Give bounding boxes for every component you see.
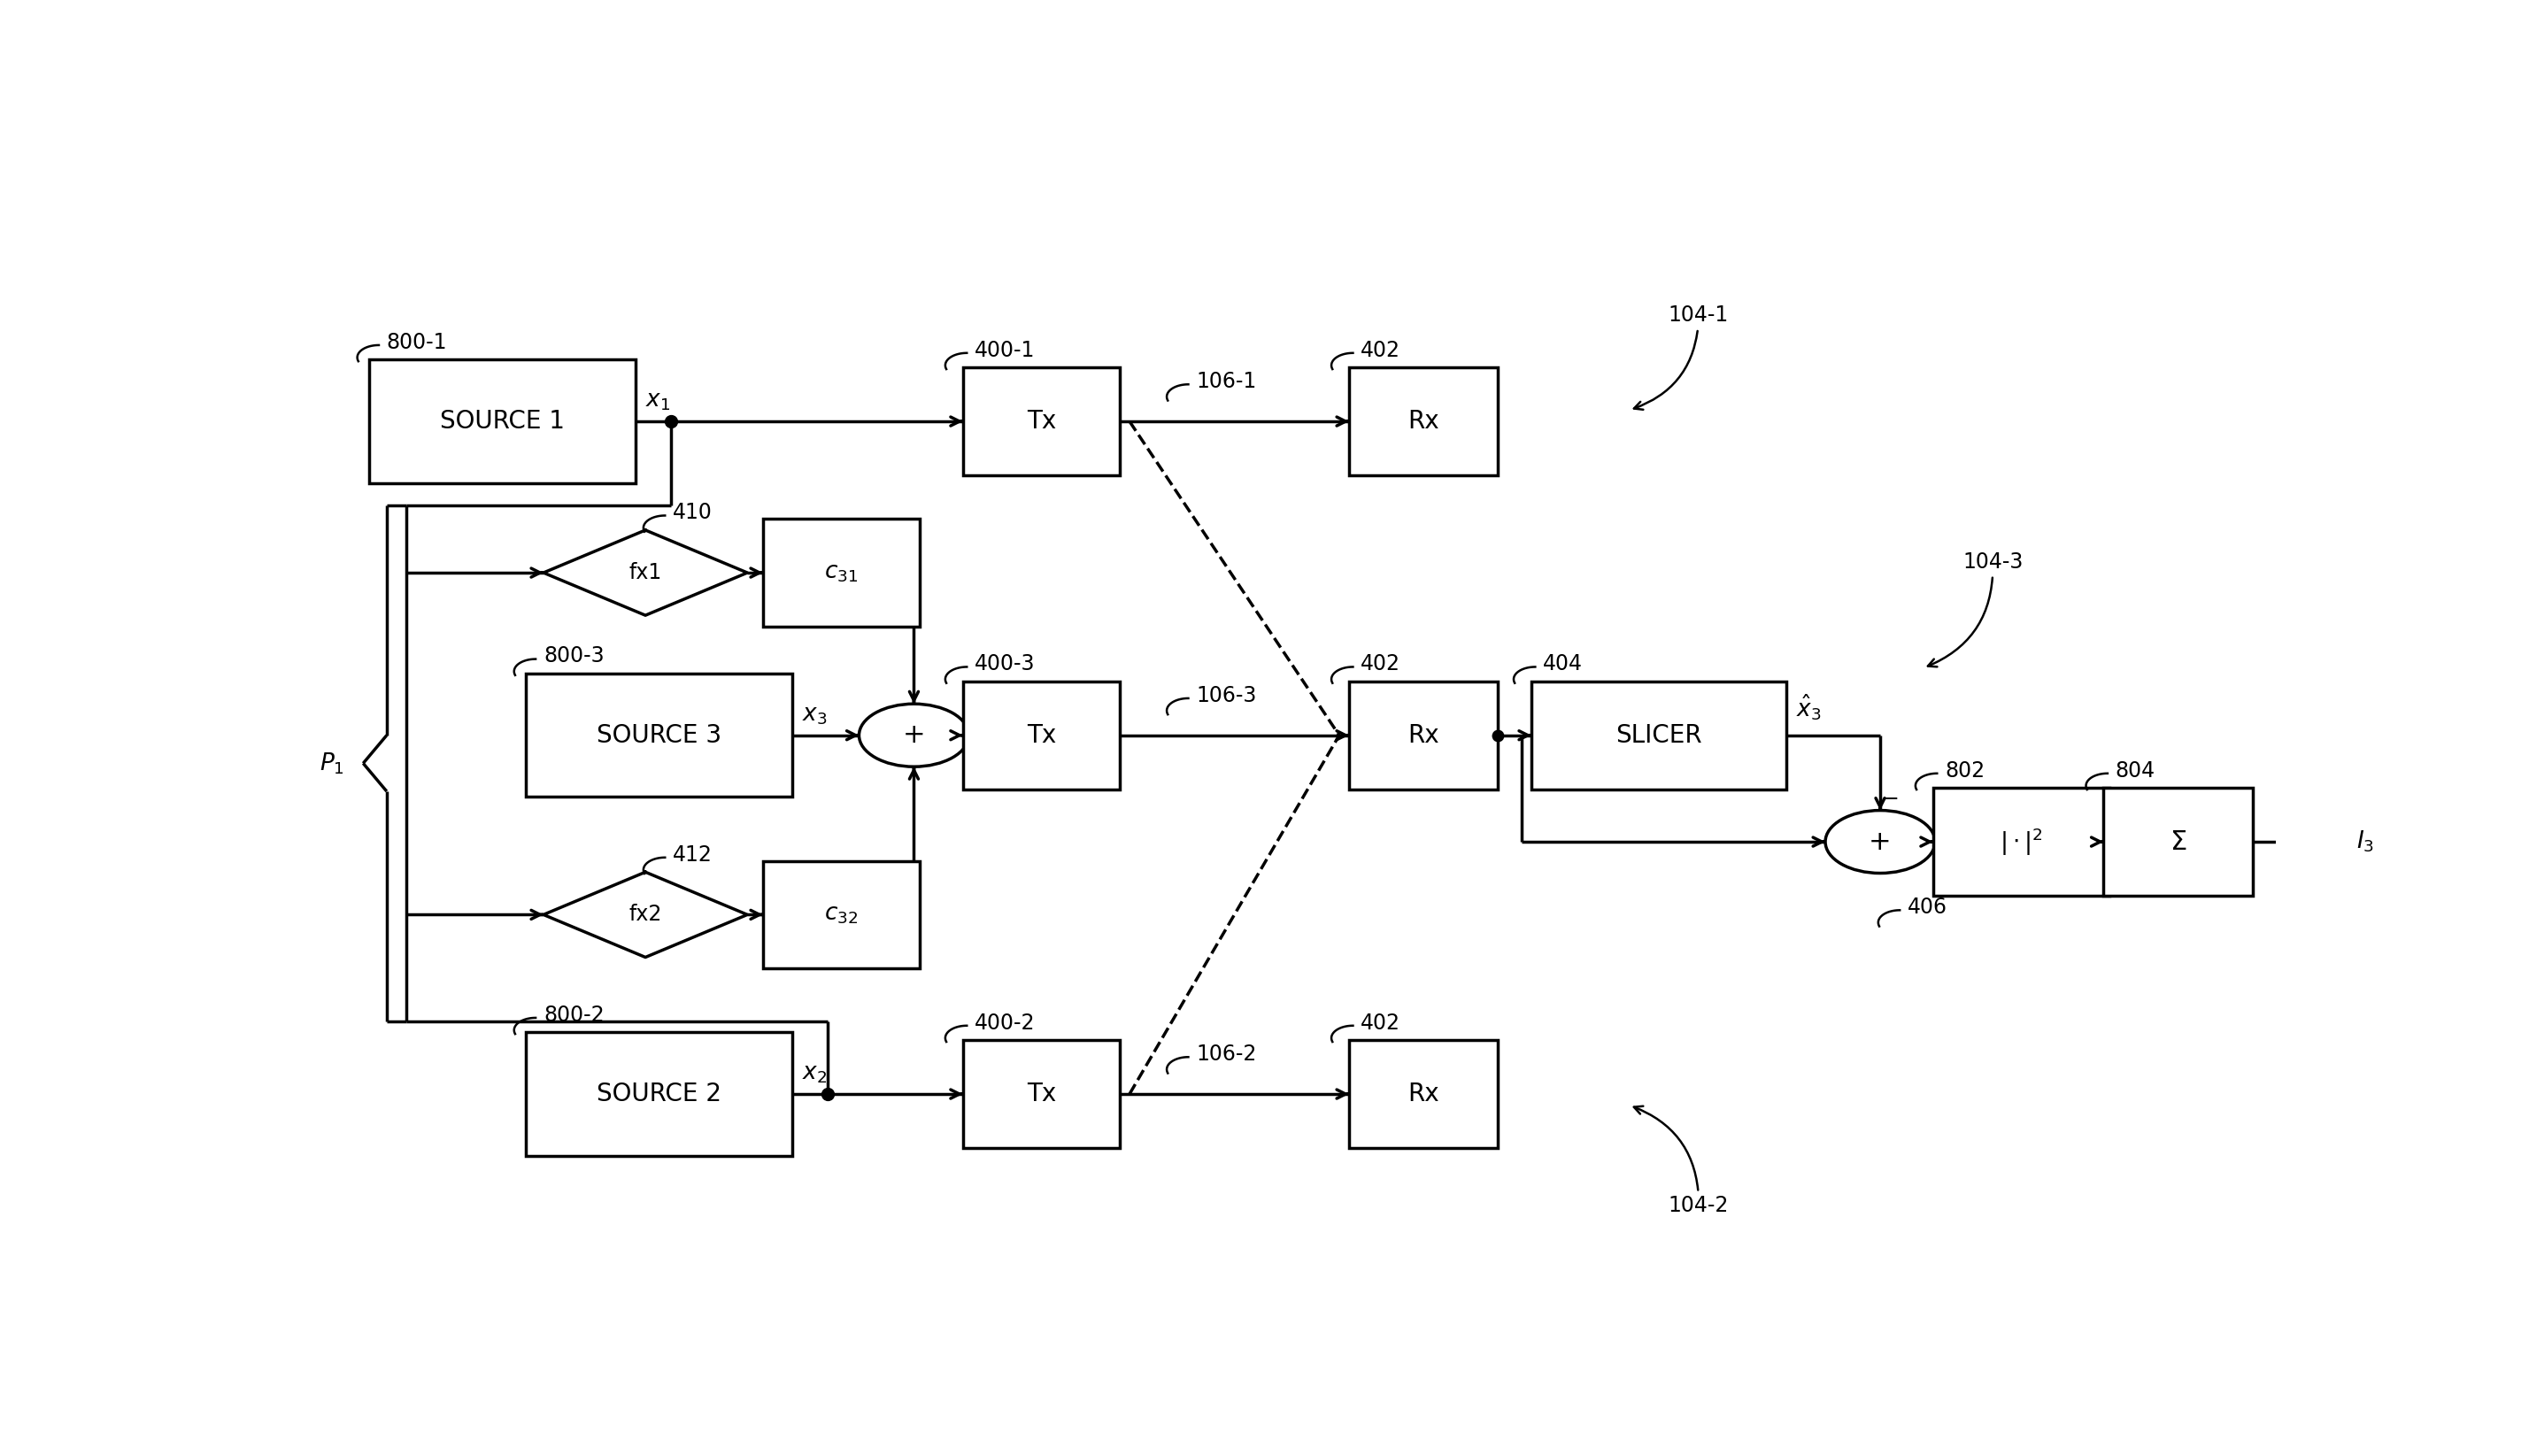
Text: 106-1: 106-1 [1196,371,1257,392]
Text: 802: 802 [1945,760,1985,782]
Text: +: + [903,722,926,748]
Text: 406: 406 [1907,897,1947,919]
Text: +: + [1869,828,1892,855]
Polygon shape [544,872,749,957]
FancyBboxPatch shape [2104,788,2253,895]
Circle shape [860,703,969,767]
Text: $\Sigma$: $\Sigma$ [2170,828,2188,855]
FancyBboxPatch shape [1533,681,1785,789]
Text: 402: 402 [1361,339,1401,361]
Text: 104-2: 104-2 [1634,1107,1730,1216]
Text: 400-3: 400-3 [974,654,1034,674]
Text: $P_1$: $P_1$ [319,751,344,776]
Text: 410: 410 [673,502,713,523]
Text: 804: 804 [2114,760,2155,782]
Text: Rx: Rx [1409,722,1439,748]
Text: $x_1$: $x_1$ [645,389,670,412]
Text: $c_{31}$: $c_{31}$ [824,561,857,584]
Text: 800-1: 800-1 [387,332,448,352]
Text: 106-3: 106-3 [1196,684,1257,706]
Text: 400-2: 400-2 [974,1012,1034,1034]
FancyBboxPatch shape [964,1040,1120,1147]
Text: SLICER: SLICER [1616,722,1702,748]
Text: $x_3$: $x_3$ [802,703,827,727]
FancyBboxPatch shape [964,367,1120,475]
Text: 402: 402 [1361,1012,1401,1034]
FancyBboxPatch shape [526,1032,792,1156]
Text: fx2: fx2 [630,904,663,925]
Text: 104-1: 104-1 [1634,304,1730,409]
Text: 800-3: 800-3 [544,645,604,667]
Text: $I_3$: $I_3$ [2357,828,2375,855]
Text: 412: 412 [673,844,713,865]
Text: Rx: Rx [1409,409,1439,434]
Text: 402: 402 [1361,654,1401,674]
Polygon shape [544,530,749,616]
Circle shape [1826,811,1935,874]
Text: 404: 404 [1543,654,1583,674]
Text: SOURCE 1: SOURCE 1 [440,409,564,434]
Text: SOURCE 2: SOURCE 2 [597,1082,721,1107]
FancyBboxPatch shape [764,860,921,968]
Text: 106-2: 106-2 [1196,1044,1257,1064]
Text: $c_{32}$: $c_{32}$ [824,903,857,926]
Text: $x_2$: $x_2$ [802,1061,827,1085]
Text: Tx: Tx [1027,409,1057,434]
FancyBboxPatch shape [964,681,1120,789]
Text: Rx: Rx [1409,1082,1439,1107]
Text: 800-2: 800-2 [544,1005,604,1025]
FancyBboxPatch shape [1348,367,1497,475]
Text: $-$: $-$ [1882,786,1899,808]
Text: $|\cdot|^2$: $|\cdot|^2$ [2000,826,2043,858]
FancyBboxPatch shape [1348,681,1497,789]
FancyBboxPatch shape [369,360,635,483]
FancyBboxPatch shape [526,674,792,796]
FancyBboxPatch shape [764,518,921,626]
Text: 104-3: 104-3 [1927,552,2023,667]
Text: Tx: Tx [1027,1082,1057,1107]
Text: $\hat{x}_3$: $\hat{x}_3$ [1796,692,1821,722]
FancyBboxPatch shape [1348,1040,1497,1147]
FancyBboxPatch shape [1932,788,2109,895]
Text: fx1: fx1 [630,562,663,584]
Text: Tx: Tx [1027,722,1057,748]
Text: 400-1: 400-1 [974,339,1034,361]
Text: SOURCE 3: SOURCE 3 [597,722,721,748]
